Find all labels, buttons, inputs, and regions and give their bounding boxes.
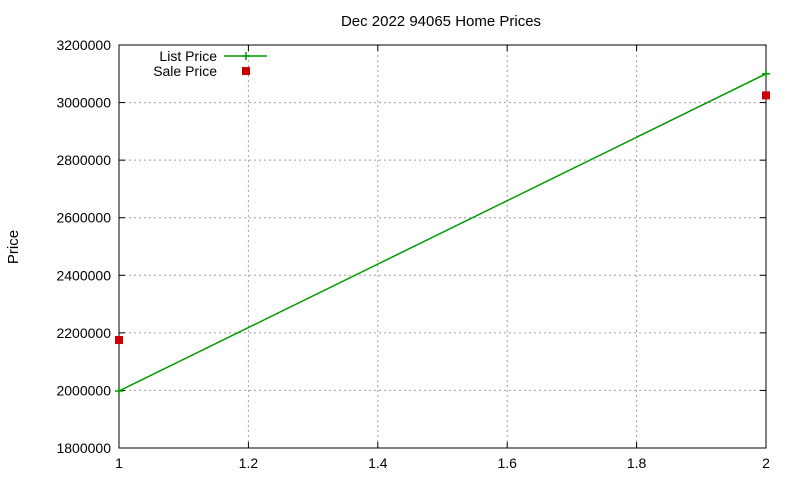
legend-label-list-price: List Price (159, 48, 217, 64)
y-tick-label: 2000000 (56, 382, 111, 398)
list-price-line (118, 73, 767, 392)
legend: List Price Sale Price (153, 48, 267, 79)
x-tick-label: 1 (115, 455, 123, 471)
x-tick-label: 2 (762, 455, 770, 471)
sale-price-point (115, 336, 123, 345)
grid-layer (119, 45, 766, 448)
list-price-point (115, 387, 123, 396)
x-tick-label: 1.2 (239, 455, 259, 471)
list-price-point (762, 69, 770, 78)
y-tick-label: 2200000 (56, 325, 111, 341)
y-tick-label: 3200000 (56, 37, 111, 53)
tick-layer: 1 1.2 1.4 1.6 1.8 2 1800000 2000000 2200000 24000… (56, 37, 770, 471)
legend-marker-list-price (242, 52, 250, 60)
x-tick-label: 1.6 (497, 455, 517, 471)
x-tick-label: 1.4 (368, 455, 388, 471)
y-tick-label: 2800000 (56, 152, 111, 168)
y-tick-label: 2600000 (56, 210, 111, 226)
y-tick-label: 3000000 (56, 95, 111, 111)
y-axis-label: Price (5, 230, 22, 264)
legend-label-sale-price: Sale Price (153, 63, 217, 79)
series-layer (115, 69, 770, 396)
sale-price-point (762, 91, 770, 100)
chart-title: Dec 2022 94065 Home Prices (341, 13, 541, 30)
y-tick-label: 1800000 (56, 440, 111, 456)
legend-swatches (224, 52, 267, 75)
x-tick-label: 1.8 (627, 455, 647, 471)
plot-frame (118, 44, 767, 449)
legend-swatch-sale-price (242, 67, 250, 75)
y-tick-label: 2400000 (56, 267, 111, 283)
